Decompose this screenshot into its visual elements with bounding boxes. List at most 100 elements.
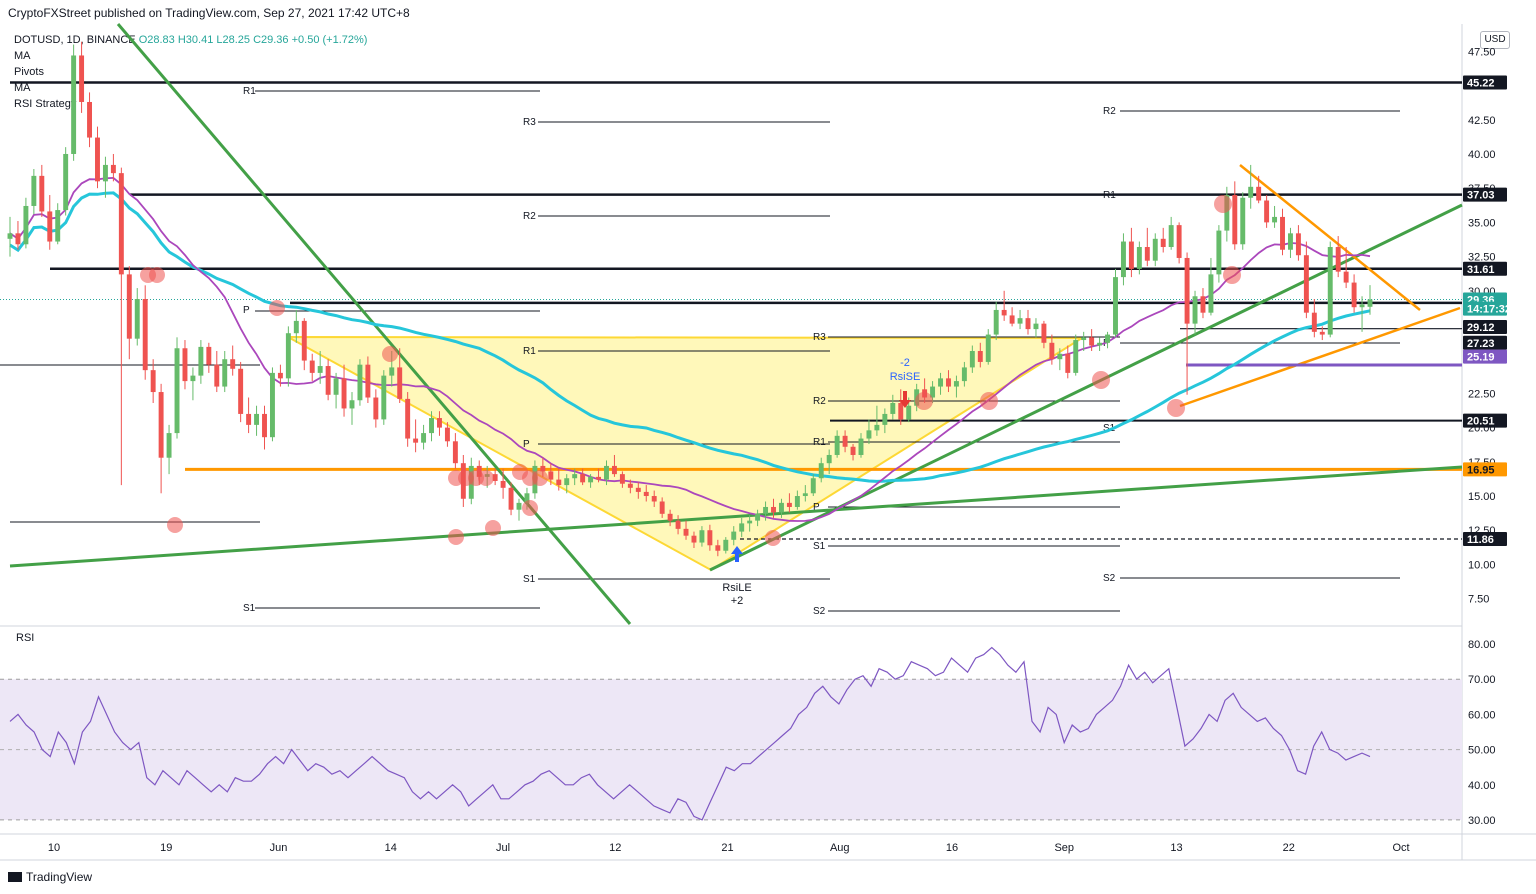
indicator-ma-2[interactable]: MA [14,82,31,94]
signal-long: RsiLE +2 [722,546,752,607]
candle-body [373,397,379,420]
candle-body [1025,318,1031,330]
price-tick-label: 10.00 [1468,559,1496,571]
candle-body [1136,247,1142,269]
rsi-title: RSI [16,632,35,644]
candle-body [1089,337,1095,346]
price-tick-label: 20.00 [1468,423,1496,435]
candle-body [906,405,912,420]
candle-body [1105,334,1111,343]
symbol-name[interactable]: DOTUSD, 1D, BINANCE [14,34,136,46]
candle-body [1240,197,1246,245]
candle-body [1216,230,1222,275]
candle-body [1351,282,1357,308]
candle-body [993,309,999,335]
price-axis[interactable]: 47.5045.0042.5040.0037.5035.0032.5030.00… [1468,46,1496,605]
time-tick-label: Aug [830,842,850,854]
candle-body [500,480,506,488]
time-tick-label: 22 [1283,842,1295,854]
pivot-lines [0,90,1400,612]
time-tick-label: 13 [1170,842,1182,854]
candle-body [564,478,570,486]
candle-body [23,205,29,245]
candle-body [985,334,991,362]
candle-body [786,502,792,507]
candle-body [166,433,172,458]
candle-body [1097,342,1103,346]
candle-body [611,465,617,475]
candle-body [1113,277,1118,335]
candle-body [699,530,705,543]
candle-body [437,418,442,428]
candle-body [317,366,323,373]
candle-body [580,474,586,483]
candle-body [492,474,498,481]
pivot-label: R1 [813,437,826,448]
indicator-ma-1[interactable]: MA [14,50,31,62]
candle-body [1224,195,1230,231]
tradingview-logo-icon [8,872,22,882]
pivot-text: R1 P S1 R3 R2 R1 P S1 R3 R2 R1 P S1 S2 R… [243,86,1116,617]
candle-body [134,299,140,339]
rsi-axis[interactable]: 80.00 70.00 60.00 50.00 40.00 30.00 [1468,639,1496,827]
candle-body [842,435,848,447]
downtrend-line [116,23,632,625]
candle-body [1264,200,1270,223]
candle-body [1001,309,1007,316]
candle-body [31,175,37,206]
pivot-label: P [813,502,820,513]
time-tick-label: 12 [609,842,621,854]
candle-body [397,367,403,399]
uptrend-line [709,203,1463,572]
candle-body [174,348,180,434]
candle-body [1192,296,1198,324]
candle-body [1359,304,1365,308]
candle-body [150,370,156,393]
candle-body [460,463,466,499]
candle-body [357,364,363,401]
candle-body [731,531,737,540]
currency-button[interactable]: USD [1480,31,1510,49]
time-axis[interactable]: 10 19 Jun 14 Jul 12 21 Aug 16 Sep 13 22 Oct [48,842,1410,854]
rsi-tick-label: 60.00 [1468,709,1496,721]
price-tag-label: 14:17:32 [1467,304,1511,316]
price-tag-background [1463,75,1507,90]
candle-body [1017,318,1023,324]
candle-body [277,372,283,379]
candle-body [444,427,450,442]
up-arrow-icon [731,546,743,562]
candle-body [230,359,236,369]
down-arrow-icon [899,391,911,408]
candle-body [1208,274,1214,313]
candle-body [627,483,633,488]
candle-body [309,360,315,373]
candle-body [1184,257,1190,324]
candle-body [142,299,148,371]
price-tag-label: 29.36 [1467,295,1495,307]
candle-body [1343,271,1349,283]
indicator-pivots[interactable]: Pivots [14,66,44,78]
candle-body [938,378,943,387]
candle-body [15,233,21,245]
candle-body [588,476,594,483]
pivot-label: R3 [523,117,536,128]
pivot-label: P [243,305,250,316]
candle-body [1041,323,1047,343]
candle-body [1160,238,1166,248]
indicator-rsi-strategy[interactable]: RSI Strategy [14,98,77,110]
candle-body [922,389,928,398]
price-tag-background [1463,349,1507,364]
time-tick-label: 10 [48,842,60,854]
price-tick-label: 40.00 [1468,149,1496,161]
candle-body [476,465,482,477]
symbol-line: DOTUSD, 1D, BINANCE O28.83 H30.41 L28.25… [14,32,367,48]
pivot-label: S1 [1103,423,1116,434]
price-tag-background [1463,320,1507,335]
candle-body [1248,186,1254,198]
candle-body [1232,195,1238,245]
candle-body [802,493,808,497]
candle-body [556,479,562,486]
triangle-upper-line [1239,164,1421,311]
